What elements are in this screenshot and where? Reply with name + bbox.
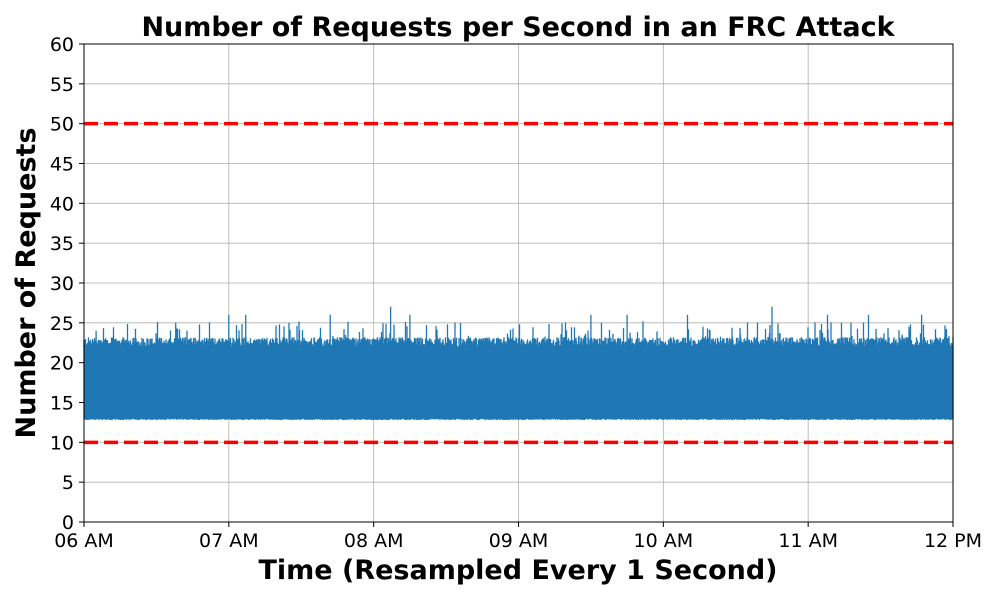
x-tick-label: 07 AM — [199, 530, 259, 552]
y-tick-label: 5 — [62, 472, 74, 494]
y-tick-label: 35 — [50, 233, 74, 255]
y-tick-label: 40 — [50, 193, 74, 215]
y-tick-label: 45 — [50, 154, 74, 176]
y-tick-label: 55 — [50, 74, 74, 96]
y-tick-label: 50 — [50, 114, 74, 136]
y-tick-label: 20 — [50, 353, 74, 375]
y-tick-label: 15 — [50, 393, 74, 415]
x-axis-ticks: 06 AM 07 AM 08 AM 09 AM 10 AM 11 AM 12 PM — [54, 522, 982, 552]
y-tick-label: 30 — [50, 273, 74, 295]
y-axis-label: Number of Requests — [11, 127, 42, 438]
series-layer — [83, 306, 954, 420]
y-tick-label: 10 — [50, 432, 74, 454]
x-axis-label: Time (Resampled Every 1 Second) — [258, 555, 777, 586]
x-tick-label: 06 AM — [54, 530, 114, 552]
x-tick-label: 08 AM — [344, 530, 404, 552]
y-tick-label: 25 — [50, 313, 74, 335]
x-tick-label: 12 PM — [924, 530, 982, 552]
y-axis-ticks: 0 5 10 15 20 25 30 35 40 45 50 55 60 — [50, 34, 84, 534]
x-tick-label: 11 AM — [778, 530, 838, 552]
reference-lines — [84, 121, 953, 445]
y-tick-label: 60 — [50, 34, 74, 56]
x-tick-label: 09 AM — [489, 530, 549, 552]
y-tick-label: 0 — [62, 512, 74, 534]
series-band-core — [84, 346, 953, 417]
grid-layer — [84, 44, 953, 522]
x-tick-label: 10 AM — [634, 530, 694, 552]
chart-title: Number of Requests per Second in an FRC … — [141, 12, 895, 43]
